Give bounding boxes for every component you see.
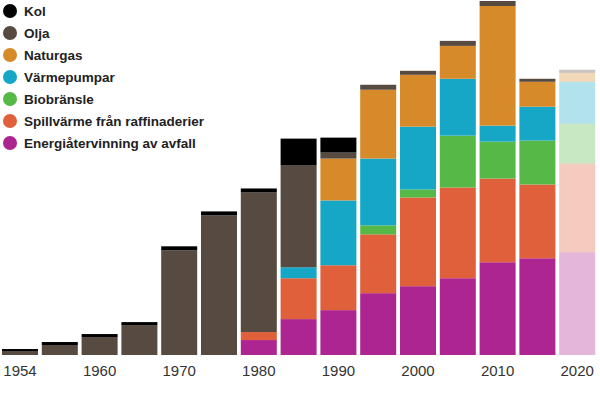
bar-segment bbox=[480, 142, 516, 179]
bar-segment bbox=[2, 349, 38, 351]
bar-segment bbox=[42, 345, 78, 355]
x-tick-label: 2000 bbox=[401, 362, 434, 379]
bar-segment bbox=[400, 70, 436, 71]
legend-swatch bbox=[3, 48, 17, 62]
bar-segment bbox=[360, 225, 396, 234]
bar-segment bbox=[480, 1, 516, 6]
legend-label: Energiåtervinning av avfall bbox=[24, 136, 196, 151]
bar-segment bbox=[201, 211, 237, 215]
bar-segment bbox=[360, 85, 396, 90]
bar-segment bbox=[440, 40, 476, 41]
bar-segment bbox=[480, 6, 516, 126]
bar-segment bbox=[2, 351, 38, 355]
bar-segment bbox=[360, 234, 396, 293]
bars bbox=[2, 1, 595, 355]
bar-segment bbox=[281, 278, 317, 319]
bar-segment bbox=[320, 138, 356, 153]
bar-segment bbox=[559, 252, 595, 355]
bar-segment bbox=[320, 153, 356, 159]
bar-segment bbox=[320, 310, 356, 355]
bar-segment bbox=[360, 84, 396, 85]
x-tick-label: 2020 bbox=[561, 362, 594, 379]
bar-segment bbox=[480, 178, 516, 262]
bar-segment bbox=[400, 286, 436, 355]
bar-segment bbox=[281, 319, 317, 355]
bar-segment bbox=[201, 215, 237, 355]
legend-label: Naturgas bbox=[24, 48, 83, 63]
bar-segment bbox=[400, 189, 436, 197]
x-tick-label: 1990 bbox=[322, 362, 355, 379]
bar-segment bbox=[121, 325, 157, 355]
bar-segment bbox=[400, 75, 436, 127]
chart: 1954 1960 1970 1980 1990 2000 2010 2020 Kol Olja N… bbox=[0, 0, 600, 399]
bar-segment bbox=[519, 82, 555, 107]
legend-swatch bbox=[3, 92, 17, 106]
bar-segment bbox=[480, 1, 516, 2]
legend-label: Kol bbox=[24, 4, 46, 19]
bar-segment bbox=[559, 124, 595, 164]
bar-segment bbox=[480, 126, 516, 142]
bar-segment bbox=[281, 166, 317, 268]
bar-segment bbox=[400, 71, 436, 75]
legend-swatch bbox=[3, 114, 17, 128]
bar-segment bbox=[519, 107, 555, 141]
bar-segment bbox=[241, 340, 277, 355]
bar-segment bbox=[82, 334, 118, 337]
legend-label: Värmepumpar bbox=[24, 70, 116, 85]
legend-label: Olja bbox=[24, 26, 50, 41]
x-tick-label: 1954 bbox=[3, 362, 36, 379]
x-tick-label: 1980 bbox=[242, 362, 275, 379]
bar-segment bbox=[519, 258, 555, 355]
legend-swatch bbox=[3, 136, 17, 150]
bar-segment bbox=[519, 141, 555, 185]
bar-segment bbox=[440, 41, 476, 46]
bar-segment bbox=[440, 187, 476, 278]
bar-segment bbox=[400, 127, 436, 190]
bar-segment bbox=[360, 90, 396, 159]
bar-segment bbox=[440, 278, 476, 355]
bar-segment bbox=[42, 342, 78, 345]
bar-segment bbox=[480, 262, 516, 355]
bar-segment bbox=[519, 79, 555, 82]
bar-segment bbox=[559, 70, 595, 73]
bar-segment bbox=[440, 79, 476, 136]
bar-segment bbox=[559, 69, 595, 70]
legend-label: Spillvärme från raffinaderier bbox=[24, 114, 205, 129]
x-tick-label: 1970 bbox=[163, 362, 196, 379]
bar-segment bbox=[559, 164, 595, 253]
bar-segment bbox=[320, 265, 356, 310]
bar-segment bbox=[559, 73, 595, 82]
bar-segment bbox=[360, 293, 396, 355]
bar-segment bbox=[559, 82, 595, 124]
bar-segment bbox=[360, 159, 396, 226]
x-tick-label: 2010 bbox=[481, 362, 514, 379]
bar-segment bbox=[82, 337, 118, 355]
legend-swatch bbox=[3, 4, 17, 18]
bar-segment bbox=[241, 192, 277, 332]
bar-segment bbox=[241, 332, 277, 340]
bar-segment bbox=[320, 200, 356, 265]
bar-segment bbox=[440, 136, 476, 188]
bar-segment bbox=[519, 184, 555, 258]
bar-segment bbox=[241, 188, 277, 192]
legend: Kol Olja Naturgas Värmepumpar Biobränsle Spil… bbox=[3, 4, 205, 151]
bar-segment bbox=[519, 78, 555, 79]
bar-segment bbox=[281, 139, 317, 166]
bar-segment bbox=[281, 267, 317, 278]
bar-segment bbox=[440, 46, 476, 79]
legend-swatch bbox=[3, 26, 17, 40]
legend-label: Biobränsle bbox=[24, 92, 94, 107]
bar-segment bbox=[161, 250, 197, 355]
bar-segment bbox=[400, 197, 436, 286]
bar-segment bbox=[121, 322, 157, 325]
x-tick-label: 1960 bbox=[83, 362, 116, 379]
bar-segment bbox=[161, 246, 197, 250]
legend-swatch bbox=[3, 70, 17, 84]
bar-segment bbox=[320, 159, 356, 201]
